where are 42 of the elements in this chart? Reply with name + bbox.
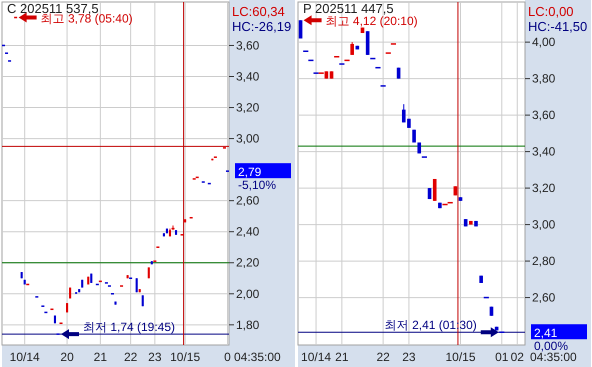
y-tick-label: 3,40 <box>532 144 556 159</box>
x-tick-label: 10/14 <box>301 350 332 364</box>
x-tick-label: 20 <box>60 350 74 364</box>
annotation: 최고 4,12 (20:10) <box>326 14 418 28</box>
y-tick-label: 3,00 <box>532 218 556 232</box>
x-tick-label: 21 <box>94 350 108 364</box>
text: HC:-26,19 <box>232 19 292 34</box>
y-tick-label: 3,60 <box>236 38 260 52</box>
y-tick-label: 3,00 <box>236 132 260 146</box>
x-tick-label: 23 <box>402 350 416 364</box>
x-tick-label: 23 <box>148 350 162 364</box>
y-tick-label: 2,60 <box>236 194 260 208</box>
y-tick-label: 2,80 <box>532 254 556 268</box>
annotation: 최저 1,74 (19:45) <box>82 320 176 334</box>
x-tick-label: 10/15 <box>445 350 476 364</box>
x-tick-label: 22 <box>124 350 138 364</box>
x-tick-label: 22 <box>376 350 390 364</box>
text: 04:35:00 <box>234 350 282 364</box>
y-tick-label: 3,80 <box>532 72 556 86</box>
x-tick-label: 10/15 <box>170 350 200 364</box>
y-tick-label: 3,60 <box>532 108 556 122</box>
y-tick-label: 3,40 <box>236 70 260 84</box>
x-tick-label: 02 <box>510 350 524 364</box>
x-tick-label: 21 <box>335 350 349 364</box>
text: 2,79 <box>238 165 262 180</box>
y-tick-label: 3,20 <box>532 181 556 196</box>
y-tick-label: 3,20 <box>236 100 260 115</box>
text: LC:0,00 <box>528 4 574 19</box>
y-tick-label: 1,80 <box>236 318 260 332</box>
x-tick-label: 01 <box>495 350 509 364</box>
x-tick-label: 0 <box>224 350 232 364</box>
text: -5,10% <box>238 178 276 192</box>
y-tick-label: 2,40 <box>236 224 260 239</box>
y-tick-label: 4,00 <box>532 35 556 50</box>
y-tick-label: 2,20 <box>236 256 260 270</box>
chart-title: P 202511 447,5 <box>303 1 394 16</box>
y-tick-label: 2,60 <box>532 290 556 305</box>
text: LC:60,34 <box>232 4 285 19</box>
x-tick-label: 10/14 <box>10 350 40 364</box>
text: 2,41 <box>534 326 558 340</box>
text: HC:-41,50 <box>528 19 588 34</box>
y-tick-label: 2,00 <box>236 286 260 301</box>
